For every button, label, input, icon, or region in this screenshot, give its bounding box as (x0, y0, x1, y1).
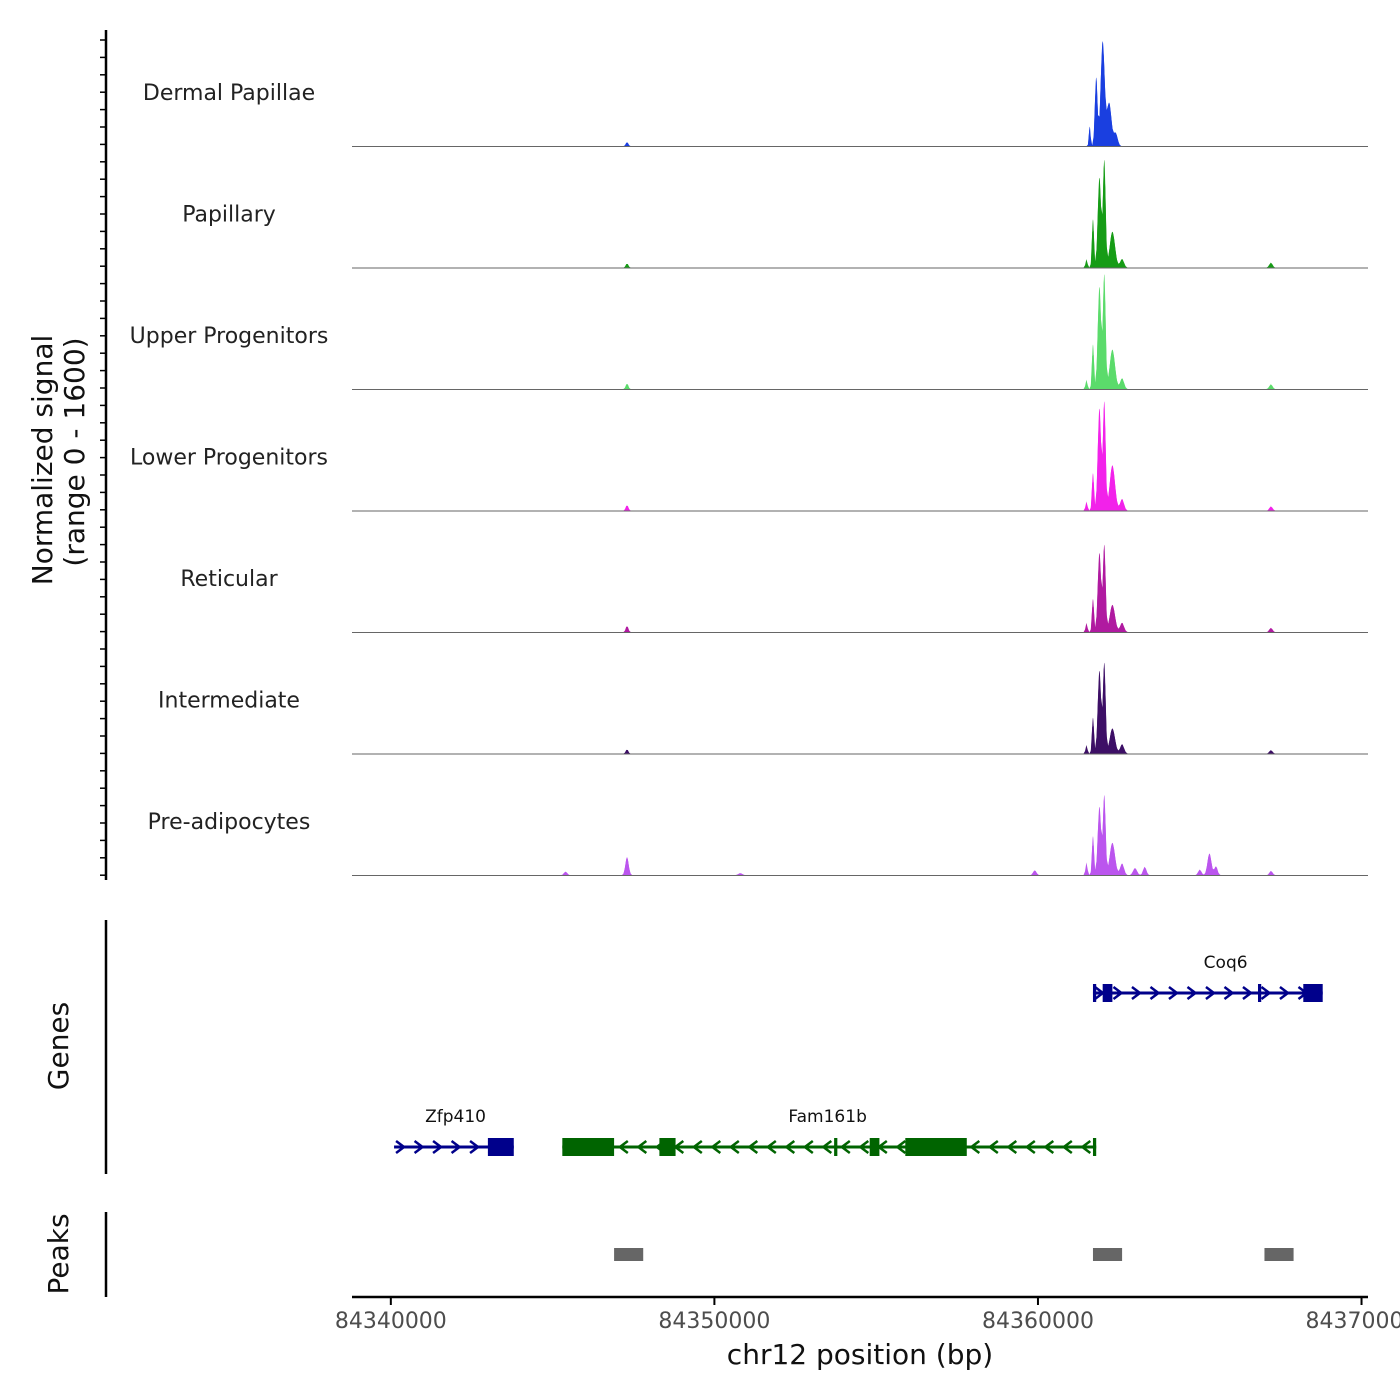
strand-chevron (636, 1140, 648, 1154)
strand-chevron (413, 1140, 425, 1154)
strand-chevron (1061, 1140, 1073, 1154)
signal-area (352, 42, 1368, 147)
track-label: Pre-adipocytes (148, 810, 311, 835)
strand-chevron (1112, 986, 1124, 1000)
peak-region (1092, 1248, 1123, 1261)
signal-peak-detail (1086, 41, 1119, 147)
gene-exon (1102, 984, 1113, 1002)
signal-area (352, 406, 1368, 511)
y-axis-title-line2: (range 0 - 1600) (58, 337, 91, 566)
gene-exon (905, 1138, 967, 1156)
peak-region (1264, 1248, 1294, 1261)
signal-track: Lower Progenitors (130, 401, 1368, 512)
signal-peak-detail (1089, 662, 1123, 754)
strand-chevron (1024, 1140, 1036, 1154)
gene-name-label: Coq6 (1204, 953, 1248, 973)
strand-chevron (1186, 986, 1198, 1000)
y-axis-title-line1: Normalized signal (26, 335, 59, 586)
peaks-track-panel (104, 1212, 1294, 1297)
signal-peak-detail (1089, 544, 1123, 633)
gene-model: Zfp410 (394, 1107, 514, 1156)
signal-area (352, 667, 1368, 754)
strand-chevron (710, 1140, 722, 1154)
strand-chevron (728, 1140, 740, 1154)
gene-exon (1092, 984, 1097, 1002)
strand-chevron (1149, 986, 1161, 1000)
strand-chevron (691, 1140, 703, 1154)
gene-model: Fam161b (562, 1107, 1097, 1156)
signal-track: Dermal Papillae (143, 41, 1368, 147)
strand-chevron (469, 1140, 481, 1154)
strand-chevron (987, 1140, 999, 1154)
peaks-track-title: Peaks (42, 1213, 75, 1294)
track-label: Reticular (180, 567, 278, 592)
strand-chevron (1006, 1140, 1018, 1154)
strand-chevron (395, 1140, 407, 1154)
signal-track: Upper Progenitors (130, 274, 1368, 390)
strand-chevron (858, 1140, 870, 1154)
signal-y-axis-ticks (100, 39, 106, 876)
strand-chevron (895, 1140, 907, 1154)
x-tick-label: 84360000 (982, 1309, 1094, 1334)
strand-chevron (1260, 986, 1272, 1000)
strand-chevron (450, 1140, 462, 1154)
signal-area (352, 165, 1368, 268)
x-tick-label: 84340000 (335, 1309, 447, 1334)
signal-area (352, 799, 1368, 876)
signal-track: Pre-adipocytes (148, 795, 1368, 876)
strand-chevron (1223, 986, 1235, 1000)
genes-track-title: Genes (42, 1002, 75, 1090)
signal-peak-detail (1089, 274, 1123, 390)
strand-chevron (1131, 986, 1143, 1000)
strand-chevron (839, 1140, 851, 1154)
strand-chevron (784, 1140, 796, 1154)
strand-chevron (1168, 986, 1180, 1000)
strand-chevron (1242, 986, 1254, 1000)
gene-exon (1303, 984, 1323, 1002)
gene-model: Coq6 (1092, 953, 1323, 1002)
strand-chevron (969, 1140, 981, 1154)
x-axis-title: chr12 position (bp) (727, 1338, 993, 1371)
x-tick-label: 84370000 (1306, 1309, 1400, 1334)
signal-tracks-panel: Dermal Papillae Papillary Upper Progenitor… (100, 30, 1368, 880)
signal-peak-detail (1089, 160, 1123, 268)
signal-track: Reticular (180, 544, 1368, 633)
gene-exon (1092, 1138, 1097, 1156)
strand-chevron (765, 1140, 777, 1154)
strand-chevron (617, 1140, 629, 1154)
strand-chevron (1080, 1140, 1092, 1154)
gene-exon (659, 1138, 676, 1156)
strand-chevron (1279, 986, 1291, 1000)
strand-chevron (802, 1140, 814, 1154)
signal-track: Papillary (182, 160, 1368, 269)
signal-area (352, 279, 1368, 390)
gene-exon (869, 1138, 880, 1156)
track-label: Lower Progenitors (130, 446, 328, 471)
strand-chevron (432, 1140, 444, 1154)
strand-chevron (747, 1140, 759, 1154)
strand-chevron (1205, 986, 1217, 1000)
gene-exon (562, 1138, 615, 1156)
gene-exon (834, 1138, 838, 1156)
track-label: Dermal Papillae (143, 81, 315, 106)
gene-exon (487, 1138, 514, 1156)
gene-exon (1257, 984, 1262, 1002)
signal-peak-detail (1089, 401, 1123, 511)
strand-chevron (821, 1140, 833, 1154)
x-tick-label: 84350000 (658, 1309, 770, 1334)
peak-region (614, 1248, 644, 1261)
x-axis: 84340000 84350000 84360000 84370000 (335, 1295, 1400, 1334)
signal-track: Intermediate (158, 662, 1368, 755)
strand-chevron (1043, 1140, 1055, 1154)
track-label: Papillary (182, 203, 276, 228)
signal-area (352, 548, 1368, 633)
track-label: Upper Progenitors (130, 324, 329, 349)
genes-track-panel: Zfp410 Fam161b Coq6 (104, 920, 1323, 1174)
track-label: Intermediate (158, 689, 300, 714)
signal-peak-detail (620, 795, 1218, 876)
gene-name-label: Zfp410 (425, 1107, 486, 1127)
gene-name-label: Fam161b (788, 1107, 866, 1127)
